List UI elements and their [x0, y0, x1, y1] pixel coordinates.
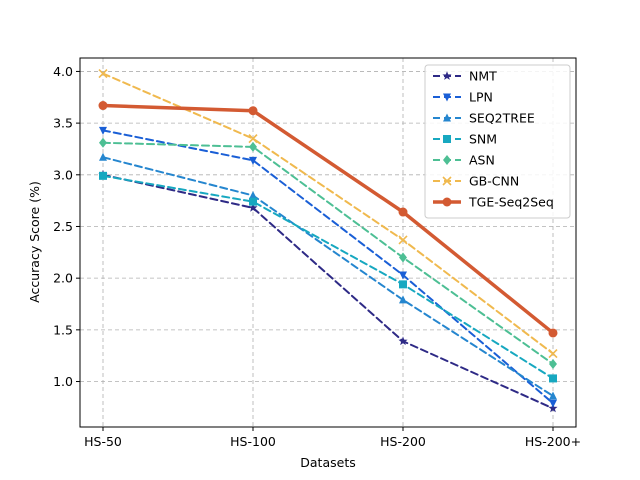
y-tick-label: 2.0: [53, 271, 73, 286]
legend-item: SNM: [433, 132, 497, 147]
legend-item: SEQ2TREE: [433, 111, 535, 126]
legend-item: LPN: [433, 90, 493, 105]
series-tge-seq2seq: [98, 101, 558, 338]
data-point: [548, 349, 558, 359]
legend-item: ASN: [433, 153, 495, 168]
y-tick-label: 2.5: [53, 219, 73, 234]
legend-marker: [442, 71, 452, 80]
y-tick-label: 3.0: [53, 167, 73, 182]
plot-area-frame: [79, 57, 577, 428]
series-line: [102, 173, 554, 410]
data-point: [549, 391, 557, 400]
data-point: [249, 156, 257, 165]
data-point: [549, 399, 557, 408]
series-line: [102, 174, 554, 380]
legend-marker: [443, 135, 451, 143]
series-line: [102, 141, 554, 365]
data-point: [98, 68, 108, 79]
legend-marker: [443, 113, 451, 122]
y-tick-label: 1.0: [53, 374, 73, 389]
y-tick-label: 4.0: [53, 64, 73, 79]
legend: NMT LPN SEQ2TREE SNM ASN GB-CNN TGE-Seq2Seq: [424, 64, 571, 219]
legend-label: LPN: [469, 90, 493, 105]
y-tick-label: 1.5: [53, 322, 73, 337]
data-point: [399, 295, 407, 304]
x-tick-label: HS-200+: [525, 434, 581, 449]
data-point: [99, 126, 107, 135]
series-gb-cnn: [98, 68, 558, 359]
data-point: [399, 252, 407, 263]
legend-label: SEQ2TREE: [469, 111, 535, 126]
legend-item: GB-CNN: [433, 174, 519, 189]
data-point: [248, 203, 258, 212]
data-point: [549, 358, 557, 369]
data-point: [399, 271, 407, 280]
data-point: [98, 101, 108, 111]
data-point: [249, 197, 257, 206]
y-tick-label: 3.5: [53, 116, 73, 131]
data-point: [99, 171, 107, 180]
data-point: [248, 134, 258, 144]
data-point: [99, 137, 107, 148]
series-snm: [99, 171, 557, 383]
data-point: [398, 336, 408, 346]
legend-label: ASN: [469, 153, 495, 168]
series-seq2tree: [99, 152, 557, 400]
data-point: [398, 235, 408, 245]
legend-label: TGE-Seq2Seq: [468, 195, 554, 210]
x-tick-label: HS-50: [84, 434, 122, 449]
series-asn: [99, 137, 557, 369]
data-point: [249, 141, 257, 152]
data-point: [398, 207, 408, 217]
legend-marker: [442, 176, 452, 186]
data-point: [99, 152, 107, 161]
legend-item: NMT: [433, 69, 497, 84]
axis-ticks: HS-50 HS-100 HS-200 HS-200+ 1.0 1.5 2.0 2.5 3.0 3…: [53, 64, 581, 449]
legend-label: GB-CNN: [469, 174, 519, 189]
data-point: [399, 280, 407, 289]
data-point: [549, 374, 557, 383]
series-line: [101, 103, 555, 335]
data-point: [548, 328, 558, 338]
series-line: [102, 72, 554, 355]
legend-label: SNM: [469, 132, 497, 147]
series-lines: [98, 68, 558, 413]
x-axis-title: Datasets: [300, 455, 355, 470]
legend-item: TGE-Seq2Seq: [433, 195, 554, 210]
data-point: [548, 403, 558, 413]
data-point: [248, 106, 258, 116]
legend-marker: [443, 155, 451, 165]
legend-marker: [443, 93, 451, 102]
legend-label: NMT: [469, 69, 497, 84]
legend-box: [424, 64, 571, 219]
y-axis-title: Accuracy Score (%): [27, 181, 42, 303]
data-point: [249, 190, 257, 199]
legend-marker: [442, 197, 452, 207]
x-tick-label: HS-100: [230, 434, 276, 449]
series-line: [102, 156, 554, 397]
series-line: [102, 129, 554, 405]
x-tick-label: HS-200: [380, 434, 426, 449]
series-lpn: [99, 126, 557, 408]
